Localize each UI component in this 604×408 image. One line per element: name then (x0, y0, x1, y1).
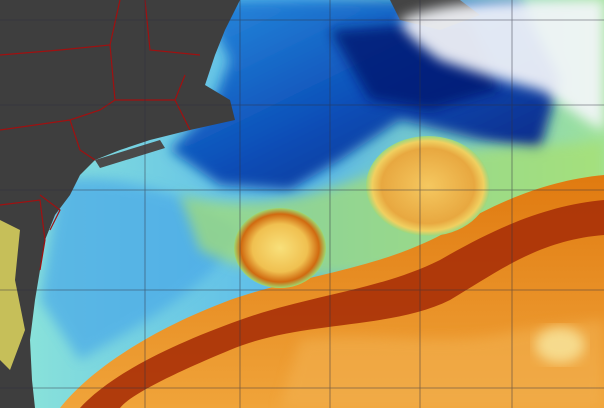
warm-patch (535, 327, 585, 363)
long-island (95, 140, 165, 168)
warm-eddy (366, 136, 490, 236)
stream-core (80, 200, 604, 408)
clouds (400, 0, 604, 130)
land (0, 0, 240, 408)
warm-sargasso (280, 320, 604, 408)
warm-eddy (234, 208, 326, 288)
state-borders (0, 0, 201, 271)
bay (0, 220, 25, 370)
shelf-water (40, 178, 240, 360)
